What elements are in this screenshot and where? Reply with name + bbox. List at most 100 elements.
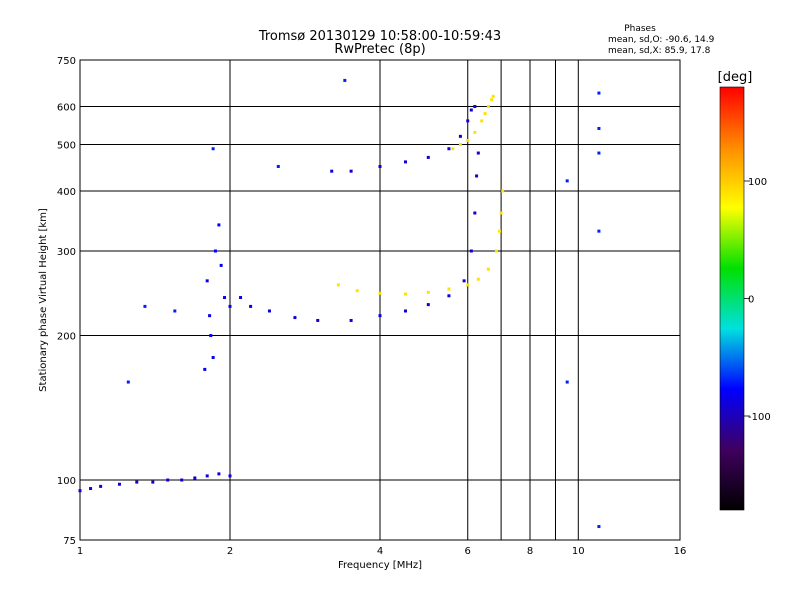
data-point [458, 134, 462, 138]
data-point [143, 304, 147, 308]
colorbar-ticks: -100 0 100 [744, 177, 771, 423]
x-tick-label: 8 [527, 546, 533, 557]
data-point [473, 211, 477, 215]
colorbar-label: [deg] [718, 70, 753, 85]
data-point [217, 472, 221, 476]
data-point [99, 484, 103, 488]
data-point [213, 249, 217, 253]
data-point [343, 78, 347, 82]
y-tick-label: 300 [57, 247, 76, 258]
x-tick-label: 1 [77, 546, 83, 557]
chart-subtitle: RwPretec (8p) [334, 42, 425, 57]
data-point [483, 112, 487, 116]
data-point [480, 119, 484, 123]
data-point [426, 290, 430, 294]
data-point [228, 304, 232, 308]
data-point [473, 130, 477, 134]
data-point [501, 189, 505, 193]
y-axis-label: Stationary phase Virtual Height [km] [38, 208, 49, 392]
data-point [193, 476, 197, 480]
data-point [126, 380, 130, 384]
data-point [475, 174, 479, 178]
data-point [466, 138, 470, 142]
data-point [486, 267, 490, 271]
data-point [173, 309, 177, 313]
data-point [403, 309, 407, 313]
data-point [180, 478, 184, 482]
data-point [494, 249, 498, 253]
y-tick-label: 75 [63, 536, 76, 547]
data-point [403, 292, 407, 296]
y-tick-label: 400 [57, 187, 76, 198]
stats-x-mode: mean, sd,X: 85.9, 17.8 [608, 46, 711, 56]
data-point [597, 525, 601, 529]
data-point [447, 294, 451, 298]
data-point [239, 296, 243, 300]
data-point [473, 105, 477, 109]
y-tick-label: 750 [57, 56, 76, 67]
y-axis-ticks: 75 100 200 300 400 500 600 750 [57, 56, 76, 547]
data-point [498, 229, 502, 233]
data-point [349, 169, 353, 173]
x-tick-label: 2 [227, 546, 233, 557]
x-tick-label: 16 [674, 546, 687, 557]
data-point [209, 334, 213, 338]
data-point [565, 380, 569, 384]
data-point [491, 94, 495, 98]
data-point [89, 487, 93, 491]
data-point [490, 98, 494, 102]
data-point [211, 147, 215, 151]
x-tick-label: 10 [572, 546, 585, 557]
data-point [135, 480, 139, 484]
y-tick-label: 600 [57, 103, 76, 114]
stats-o-mode: mean, sd,O: -90.6, 14.9 [608, 35, 715, 45]
data-point [205, 279, 209, 283]
data-point [458, 143, 462, 147]
data-point [466, 119, 470, 123]
data-point [469, 108, 473, 112]
data-point [447, 287, 451, 291]
data-point [267, 309, 271, 313]
colorbar-tick-label: 100 [748, 177, 767, 188]
data-point [205, 474, 209, 478]
data-point [462, 279, 466, 283]
data-point [219, 263, 223, 267]
data-point [597, 151, 601, 155]
data-point [597, 229, 601, 233]
data-point [203, 367, 207, 371]
data-point [499, 211, 503, 215]
data-point [211, 355, 215, 359]
stats-heading: Phases [624, 24, 656, 34]
data-point [316, 318, 320, 322]
data-point [217, 223, 221, 227]
data-point [223, 296, 227, 300]
data-point [355, 289, 359, 293]
data-point [349, 318, 353, 322]
data-point [486, 105, 490, 109]
data-point [249, 304, 253, 308]
data-point [476, 277, 480, 281]
data-point [378, 164, 382, 168]
data-point [330, 169, 334, 173]
data-point [117, 482, 121, 486]
data-point [466, 283, 470, 287]
y-tick-label: 100 [57, 476, 76, 487]
x-axis-label: Frequency [MHz] [338, 560, 422, 571]
data-point [597, 126, 601, 130]
x-tick-label: 6 [465, 546, 471, 557]
data-point [447, 147, 451, 151]
data-point [293, 316, 297, 320]
data-point [476, 151, 480, 155]
y-tick-label: 200 [57, 332, 76, 343]
chart-title: Tromsø 20130129 10:58:00-10:59:43 [258, 29, 501, 44]
data-point [426, 155, 430, 159]
data-point [78, 489, 82, 493]
data-point [451, 147, 455, 151]
x-tick-label: 4 [377, 546, 383, 557]
gridlines [80, 60, 680, 540]
colorbar-tick-label: 0 [748, 295, 754, 306]
colorbar-tick-label: -100 [748, 412, 771, 423]
colorbar [719, 86, 745, 511]
data-point [378, 314, 382, 318]
